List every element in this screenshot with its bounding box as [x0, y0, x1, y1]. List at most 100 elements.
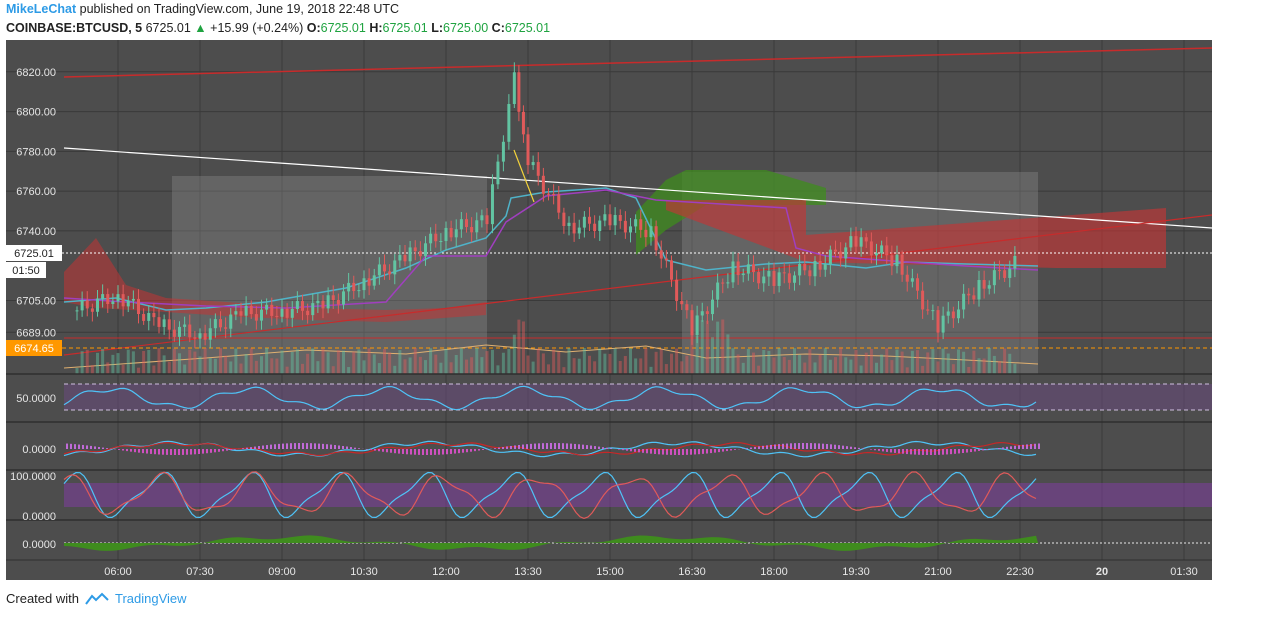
volume-bar [716, 321, 720, 374]
volume-bar [731, 348, 735, 374]
volume-bar [875, 362, 878, 374]
macd-histogram-bar [1022, 444, 1024, 449]
candle-body [798, 263, 802, 276]
created-with-label: Created with [6, 591, 79, 606]
volume-bar [977, 358, 981, 374]
candle-body [705, 311, 709, 315]
volume-bar [224, 355, 228, 374]
volume-bar [521, 321, 525, 374]
macd-histogram-bar [810, 443, 812, 449]
candle-body [998, 270, 1001, 272]
volume-bar [429, 348, 433, 374]
macd-histogram-bar [90, 445, 92, 449]
macd-histogram-bar [458, 449, 460, 454]
candle-body [772, 271, 776, 286]
candle-body [793, 275, 796, 283]
up-triangle-icon: ▲ [194, 21, 207, 35]
candle-body [106, 294, 110, 305]
candle-body [239, 311, 243, 316]
candle-body [762, 276, 766, 284]
macd-histogram-bar [654, 449, 656, 455]
candle-body [131, 298, 135, 301]
candle-body [449, 227, 453, 238]
author-name[interactable]: MikeLeChat [6, 2, 77, 16]
macd-histogram-bar [82, 444, 84, 449]
volume-bar [383, 349, 386, 374]
candle-body [444, 227, 448, 242]
time-axis-label: 16:30 [678, 566, 706, 578]
volume-bar [213, 358, 217, 374]
macd-histogram-bar [470, 449, 472, 452]
macd-histogram-bar [674, 449, 676, 455]
rsi-line [63, 385, 1037, 411]
volume-bar [490, 349, 494, 374]
time-axis-label: 01:30 [1170, 566, 1198, 578]
candle-body [167, 319, 171, 330]
price-axis-label-left: 6780.00 [16, 146, 56, 158]
macd-histogram-bar [190, 449, 192, 455]
volume-bar [547, 364, 550, 374]
volume-bar [926, 352, 930, 374]
volume-bar [793, 348, 796, 374]
candle-body [859, 237, 863, 247]
macd-histogram-bar [66, 443, 68, 449]
candle-body [639, 219, 643, 230]
volume-bar [172, 348, 176, 374]
macd-histogram-bar [790, 443, 792, 449]
volume-bar [890, 360, 894, 374]
candle-body [490, 184, 494, 225]
candle-body [531, 162, 535, 166]
volume-bar [454, 354, 458, 374]
volume-bar [1008, 353, 1012, 374]
volume-bar [485, 351, 489, 374]
volume-bar [705, 320, 709, 374]
candle-body [987, 285, 991, 289]
candle-body [137, 298, 140, 315]
tradingview-brand[interactable]: TradingView [114, 591, 187, 606]
candle-body [562, 212, 566, 226]
countdown-tag-left: 01:50 [12, 265, 40, 277]
volume-bar [459, 348, 463, 374]
macd-histogram-bar [702, 449, 704, 454]
chart-canvas[interactable]: 6820.006820.006800.006800.006780.006780.… [6, 40, 1212, 580]
candle-body [741, 273, 745, 276]
macd-histogram-bar [830, 444, 832, 449]
volume-bar [121, 364, 125, 374]
macd-histogram-bar [986, 449, 988, 450]
volume-bar [941, 348, 945, 374]
volume-bar [854, 349, 858, 374]
macd-histogram-bar [1034, 443, 1036, 449]
last-price: 6725.01 [145, 21, 191, 35]
candle-body [352, 282, 356, 292]
volume-bar [249, 348, 253, 374]
macd-histogram-bar [438, 449, 440, 455]
macd-histogram-bar [998, 448, 1000, 449]
candle-body [203, 333, 207, 340]
ascending-trendline [63, 214, 1212, 356]
publish-info: published on TradingView.com, June 19, 2… [79, 2, 400, 16]
macd-histogram-bar [938, 449, 940, 455]
macd-histogram-bar [514, 445, 516, 449]
time-axis-label: 13:30 [514, 566, 542, 578]
volume-bar [444, 348, 448, 374]
volume-bar [265, 348, 269, 374]
volume-bar [813, 362, 817, 374]
macd-histogram-bar [386, 449, 388, 453]
close-label: C: [491, 21, 505, 35]
macd-histogram-bar [226, 449, 228, 451]
macd-histogram-bar [622, 449, 624, 451]
price-pane[interactable] [6, 47, 1212, 374]
macd-histogram-bar [318, 443, 320, 449]
volume-bar [152, 365, 156, 374]
volume-bar [388, 352, 392, 374]
candle-body [362, 278, 366, 291]
volume-bar [752, 352, 755, 374]
candle-body [895, 254, 899, 267]
macd-histogram-bar [1002, 447, 1004, 449]
volume-bar [562, 367, 566, 374]
volume-bar [654, 351, 658, 374]
volume-bar [675, 348, 679, 374]
candle-body [470, 227, 474, 233]
volume-bar [362, 360, 366, 374]
